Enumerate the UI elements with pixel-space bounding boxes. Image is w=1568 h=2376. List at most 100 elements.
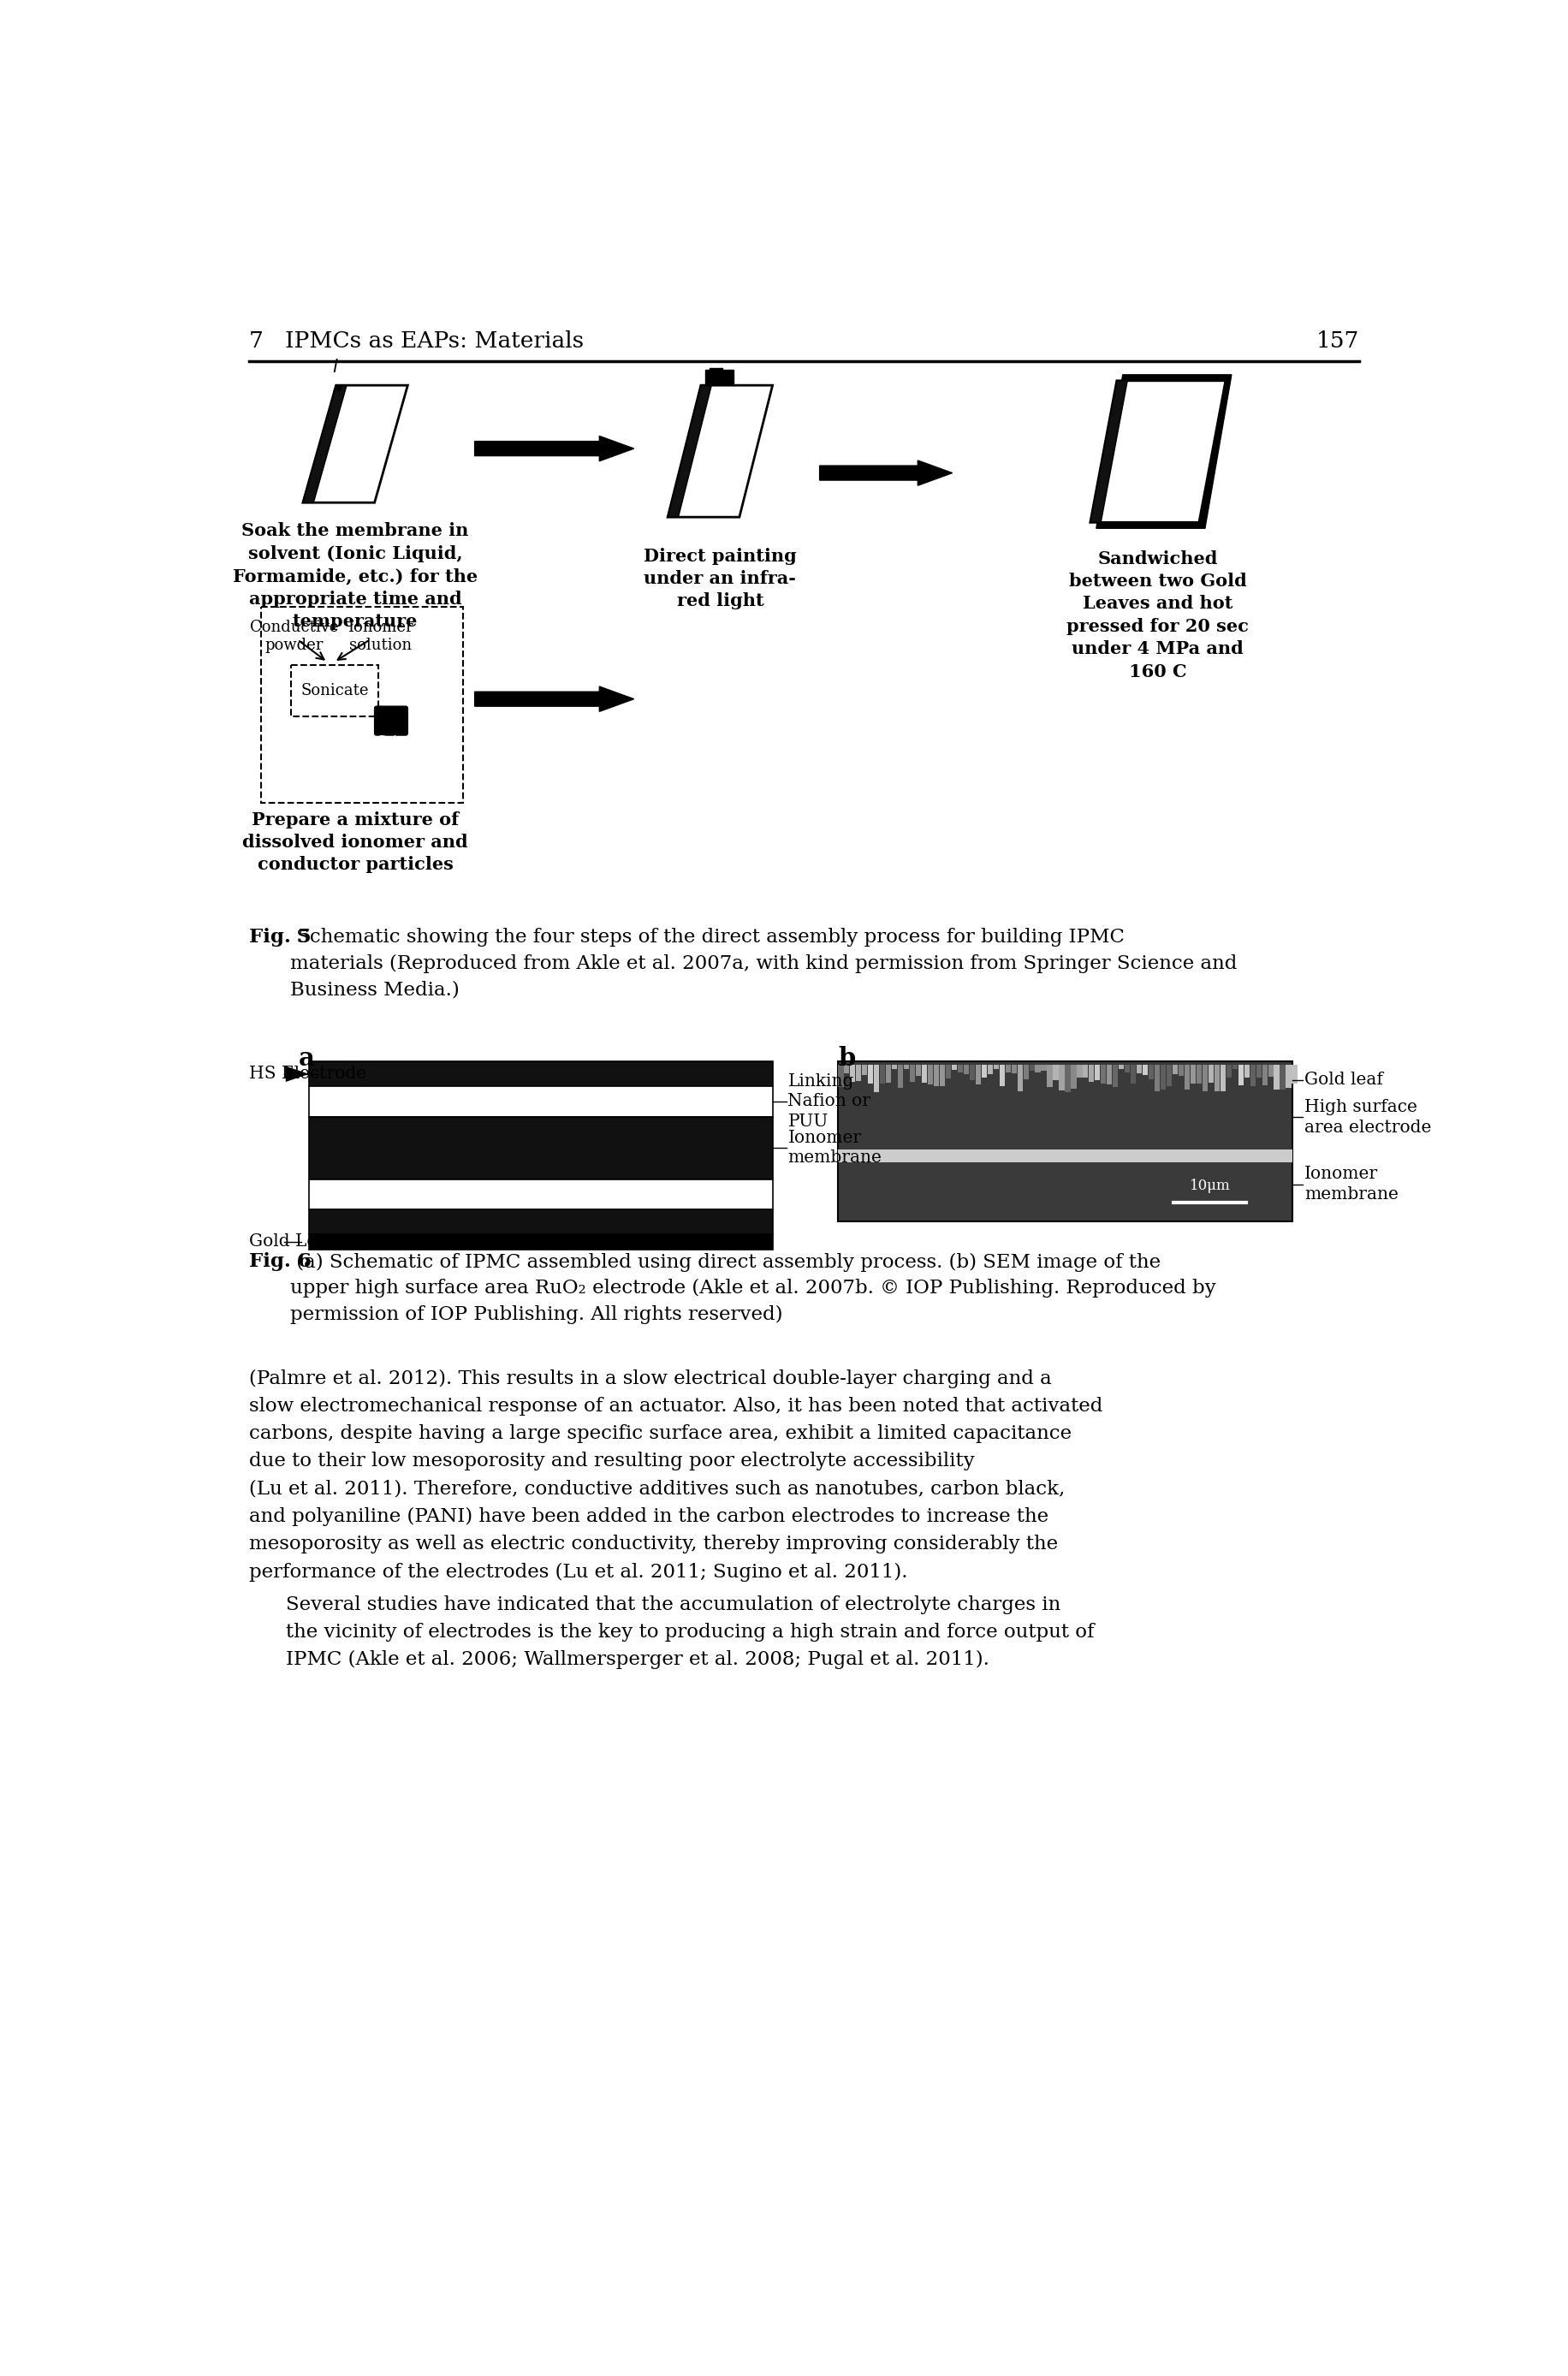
Bar bbox=[1237, 1064, 1243, 1086]
Bar bbox=[1256, 1064, 1261, 1079]
Bar bbox=[1101, 1064, 1105, 1083]
Bar bbox=[1279, 1064, 1284, 1088]
Text: 10μm: 10μm bbox=[1189, 1178, 1229, 1193]
Bar bbox=[1082, 1064, 1088, 1076]
Bar bbox=[886, 1064, 891, 1083]
Text: Prepare a mixture of
dissolved ionomer and
conductor particles: Prepare a mixture of dissolved ionomer a… bbox=[243, 810, 467, 874]
Bar bbox=[309, 1062, 773, 1086]
Text: Gold leaf: Gold leaf bbox=[1305, 1072, 1383, 1088]
Text: (a) Schematic of IPMC assembled using direct assembly process. (b) SEM image of : (a) Schematic of IPMC assembled using di… bbox=[290, 1252, 1215, 1323]
Text: Fig. 5: Fig. 5 bbox=[249, 927, 312, 946]
Bar bbox=[309, 1178, 773, 1209]
Bar bbox=[1071, 1064, 1076, 1088]
Text: Ionomer
membrane: Ionomer membrane bbox=[1305, 1167, 1397, 1202]
Bar bbox=[1196, 1064, 1201, 1083]
Bar bbox=[309, 1233, 773, 1250]
Bar bbox=[903, 1064, 909, 1069]
Text: $i$: $i$ bbox=[332, 359, 339, 375]
Bar bbox=[927, 1064, 933, 1083]
Bar bbox=[1267, 1064, 1273, 1076]
Text: Sandwiched
between two Gold
Leaves and hot
pressed for 20 sec
under 4 MPa and
16: Sandwiched between two Gold Leaves and h… bbox=[1066, 551, 1248, 680]
Polygon shape bbox=[303, 385, 408, 504]
Bar bbox=[969, 1064, 974, 1081]
FancyBboxPatch shape bbox=[375, 706, 408, 734]
Bar bbox=[1124, 1064, 1129, 1072]
Bar bbox=[1035, 1064, 1040, 1072]
Bar bbox=[892, 1064, 897, 1069]
Bar bbox=[1220, 1064, 1225, 1091]
Text: Gold Leaf: Gold Leaf bbox=[249, 1233, 334, 1250]
Bar bbox=[963, 1064, 969, 1074]
Bar bbox=[837, 1062, 1292, 1221]
Bar bbox=[1052, 1064, 1058, 1081]
Bar bbox=[1154, 1064, 1159, 1091]
Bar bbox=[837, 1064, 844, 1088]
Bar bbox=[933, 1064, 939, 1086]
Bar bbox=[909, 1064, 914, 1081]
Polygon shape bbox=[1090, 380, 1127, 523]
Bar bbox=[1273, 1064, 1278, 1088]
Text: Linking
Nafion or
PUU: Linking Nafion or PUU bbox=[787, 1074, 870, 1131]
Bar bbox=[309, 1086, 773, 1117]
Text: Fig. 6: Fig. 6 bbox=[249, 1252, 312, 1271]
Bar bbox=[873, 1064, 878, 1093]
Bar bbox=[1201, 1064, 1207, 1091]
Bar bbox=[916, 1064, 920, 1076]
Bar bbox=[1065, 1064, 1069, 1093]
Bar bbox=[1058, 1064, 1063, 1091]
Text: a: a bbox=[299, 1045, 315, 1072]
Bar bbox=[709, 368, 723, 375]
Bar bbox=[1137, 1064, 1142, 1074]
Bar bbox=[1171, 1064, 1178, 1074]
Bar bbox=[939, 1064, 944, 1086]
Bar bbox=[867, 1064, 873, 1083]
Bar bbox=[1022, 1064, 1029, 1079]
Bar bbox=[922, 1064, 927, 1083]
Bar bbox=[1142, 1064, 1148, 1076]
Bar bbox=[1226, 1064, 1231, 1076]
Polygon shape bbox=[668, 385, 712, 518]
Bar bbox=[1118, 1064, 1124, 1069]
Bar bbox=[837, 1150, 1292, 1162]
Bar bbox=[1005, 1064, 1010, 1072]
Bar bbox=[1207, 1064, 1214, 1083]
Text: Conductive
powder: Conductive powder bbox=[249, 620, 339, 653]
Bar bbox=[1148, 1064, 1154, 1079]
Bar bbox=[1041, 1064, 1046, 1072]
Bar bbox=[1167, 1064, 1171, 1086]
Bar bbox=[1184, 1064, 1189, 1091]
Polygon shape bbox=[668, 385, 771, 518]
Text: Several studies have indicated that the accumulation of electrolyte charges in
t: Several studies have indicated that the … bbox=[285, 1594, 1093, 1670]
Bar bbox=[309, 1117, 773, 1178]
Text: Sonicate: Sonicate bbox=[301, 684, 368, 699]
Polygon shape bbox=[1096, 375, 1231, 527]
Bar bbox=[946, 1064, 950, 1079]
Bar bbox=[1029, 1064, 1033, 1072]
Bar bbox=[999, 1064, 1004, 1086]
Polygon shape bbox=[285, 1067, 309, 1081]
Polygon shape bbox=[290, 665, 378, 718]
FancyArrow shape bbox=[818, 461, 952, 485]
Bar bbox=[986, 1064, 993, 1074]
Bar bbox=[993, 1064, 999, 1069]
Text: 157: 157 bbox=[1316, 330, 1358, 352]
Bar bbox=[1250, 1064, 1254, 1086]
Bar bbox=[861, 1064, 867, 1076]
Bar bbox=[1016, 1064, 1022, 1091]
Text: 7   IPMCs as EAPs: Materials: 7 IPMCs as EAPs: Materials bbox=[249, 330, 583, 352]
Bar bbox=[1094, 1064, 1099, 1081]
Bar bbox=[1190, 1064, 1195, 1083]
Bar bbox=[850, 1064, 855, 1081]
Bar bbox=[880, 1064, 884, 1083]
Bar bbox=[706, 371, 732, 385]
Bar bbox=[1261, 1064, 1267, 1086]
Bar bbox=[1243, 1064, 1248, 1076]
Bar bbox=[1214, 1064, 1218, 1091]
Polygon shape bbox=[1090, 380, 1225, 523]
Polygon shape bbox=[303, 385, 347, 504]
Bar bbox=[1231, 1064, 1237, 1069]
Text: Ionomer
solution: Ionomer solution bbox=[348, 620, 412, 653]
Text: Schematic showing the four steps of the direct assembly process for building IPM: Schematic showing the four steps of the … bbox=[290, 927, 1237, 998]
Text: HS Electrode: HS Electrode bbox=[249, 1067, 367, 1081]
Text: Soak the membrane in
solvent (Ionic Liquid,
Formamide, etc.) for the
appropriate: Soak the membrane in solvent (Ionic Liqu… bbox=[232, 523, 478, 630]
